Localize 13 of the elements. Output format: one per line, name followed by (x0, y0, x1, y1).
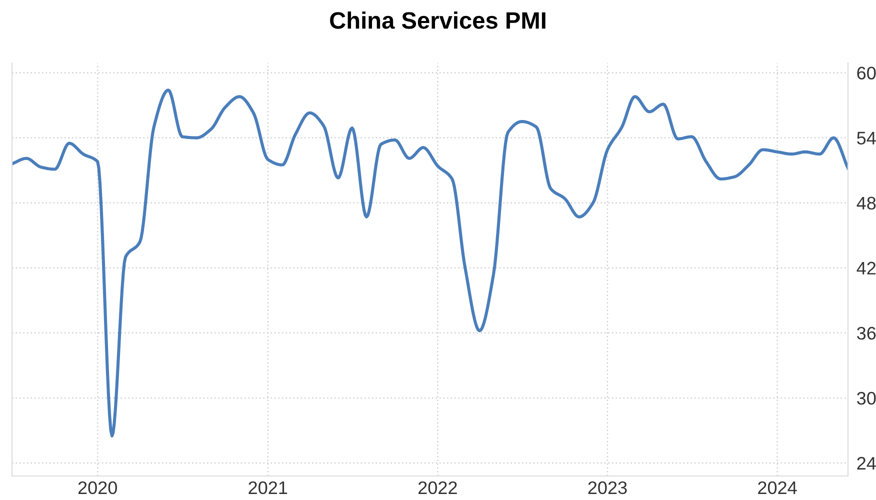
x-tick-label: 2022 (418, 481, 457, 494)
y-tick-label: 54 (857, 132, 876, 145)
y-tick-label: 48 (856, 196, 876, 210)
x-tick-label: 2020 (78, 481, 117, 494)
x-tick-label: 2021 (248, 481, 288, 494)
x-tick-label: 2023 (588, 481, 627, 494)
y-tick-label: 30 (857, 392, 876, 405)
y-tick-label: 60 (857, 66, 876, 80)
y-tick-label: 24 (857, 456, 876, 470)
x-tick-label: 2024 (758, 481, 797, 494)
chart-title: China Services PMI (330, 11, 546, 29)
y-tick-label: 36 (857, 326, 876, 340)
y-tick-label: 42 (856, 262, 876, 274)
